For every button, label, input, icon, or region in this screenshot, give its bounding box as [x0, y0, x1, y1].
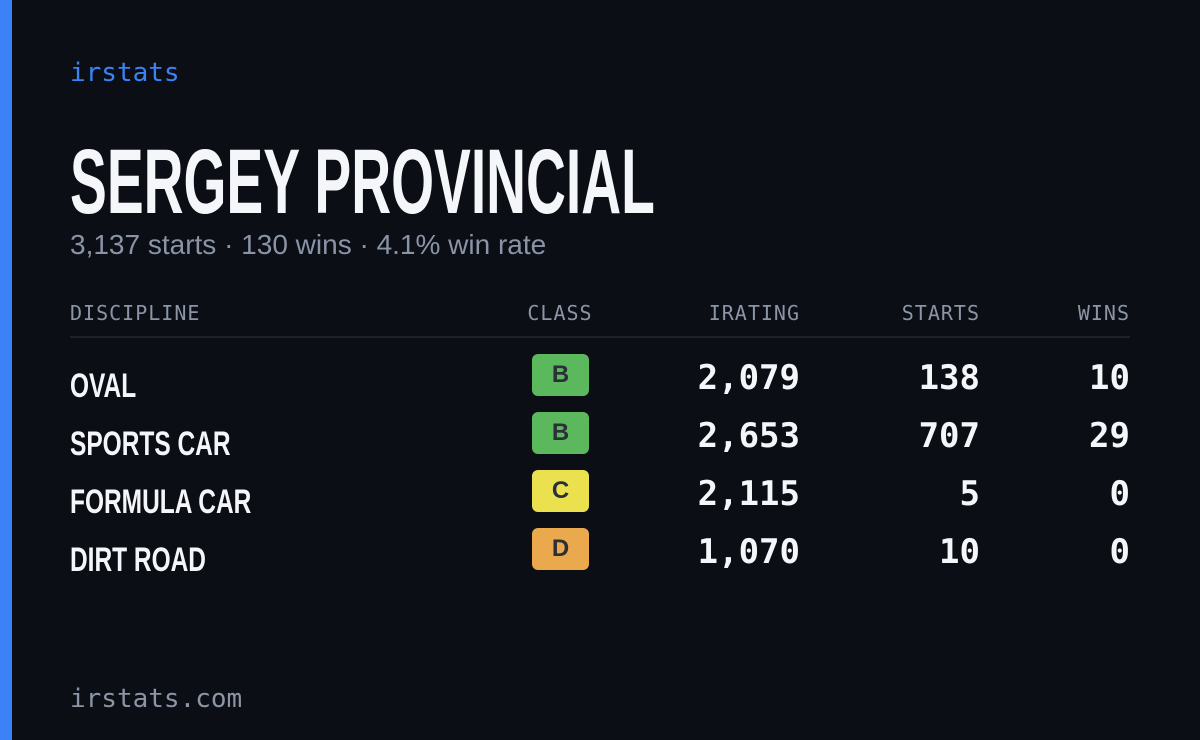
starts-value: 5 [959, 474, 980, 514]
driver-summary: 3,137 starts · 130 wins · 4.1% win rate [70, 229, 547, 260]
column-header: WINS [1077, 301, 1130, 325]
footer: irstats.com [70, 684, 243, 714]
starts-value: 138 [918, 358, 980, 398]
wins-value: 0 [1109, 474, 1130, 514]
column-header: CLASS [527, 301, 593, 325]
divider [70, 336, 1130, 338]
column-header: IRATING [708, 301, 800, 325]
class-badge: C [532, 470, 589, 512]
irating-value: 2,115 [697, 474, 800, 514]
irating-value: 1,070 [697, 532, 800, 572]
class-badge: D [532, 528, 589, 570]
starts-value: 707 [918, 416, 980, 456]
class-badge: B [532, 354, 589, 396]
irating-value: 2,079 [697, 358, 800, 398]
irating-value: 2,653 [697, 416, 800, 456]
driver-name: SERGEY PROVINCIAL [70, 131, 655, 233]
class-badge: B [532, 412, 589, 454]
wins-value: 29 [1089, 416, 1130, 456]
discipline: OVAL [70, 367, 137, 405]
brand: irstats [70, 58, 180, 88]
discipline: SPORTS CAR [70, 425, 231, 463]
discipline: FORMULA CAR [70, 483, 252, 521]
wins-value: 10 [1089, 358, 1130, 398]
discipline: DIRT ROAD [70, 541, 207, 579]
column-header: DISCIPLINE [70, 301, 201, 325]
wins-value: 0 [1109, 532, 1130, 572]
starts-value: 10 [939, 532, 980, 572]
accent-bar [0, 0, 12, 740]
column-header: STARTS [901, 301, 980, 325]
